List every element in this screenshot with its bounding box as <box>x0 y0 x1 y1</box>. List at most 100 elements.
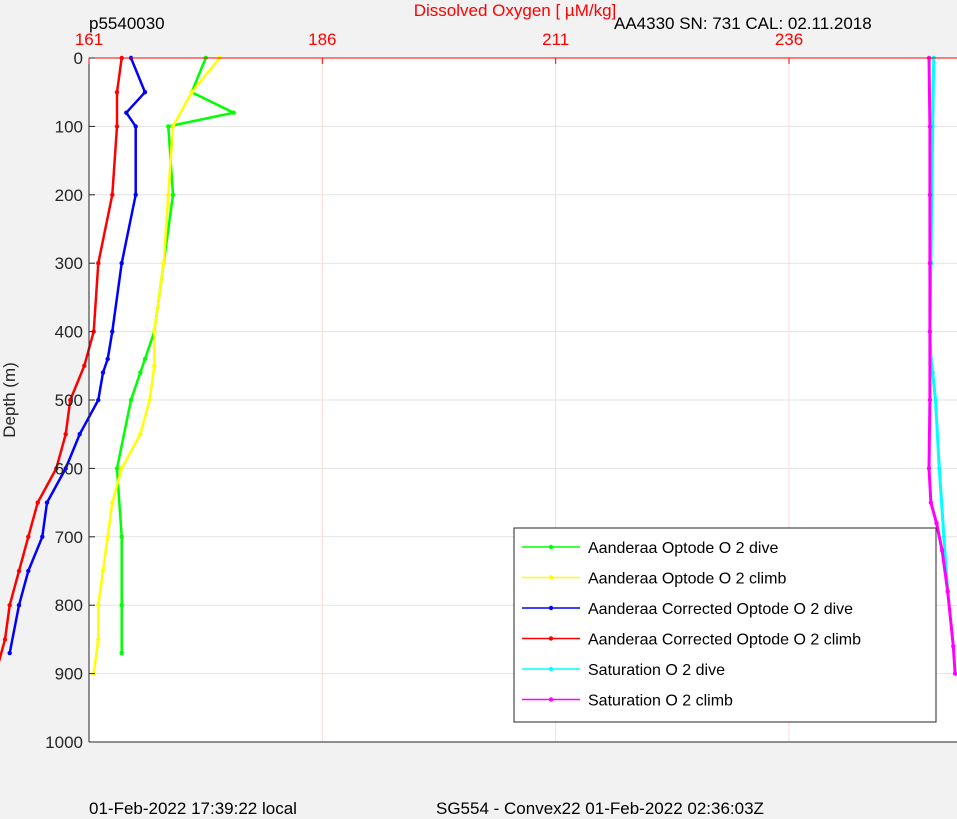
y-tick-label: 100 <box>55 117 83 136</box>
profile-id-label: p5540030 <box>89 14 165 33</box>
data-point <box>96 261 101 266</box>
data-point <box>110 329 115 334</box>
data-point <box>927 397 933 403</box>
y-tick-label: 200 <box>55 186 83 205</box>
mission-info-label: SG554 - Convex22 01-Feb-2022 02:36:03Z <box>436 799 764 818</box>
data-point <box>927 329 933 334</box>
legend-marker <box>548 575 554 580</box>
legend-label: Saturation O 2 dive <box>588 662 725 679</box>
data-point <box>166 124 171 129</box>
data-point <box>40 534 45 539</box>
data-point <box>927 124 933 129</box>
y-tick-label: 0 <box>74 49 83 68</box>
data-point <box>119 534 124 539</box>
local-time-label: 01-Feb-2022 17:39:22 local <box>89 799 297 818</box>
x-axis-title: Dissolved Oxygen [ µM/kg] <box>414 1 617 20</box>
series-line <box>115 57 235 654</box>
series-line <box>92 57 221 674</box>
data-point <box>927 192 933 197</box>
y-tick-label: 400 <box>55 323 83 342</box>
y-tick-label: 600 <box>55 459 83 478</box>
series-1 <box>91 55 222 676</box>
data-point <box>152 363 157 368</box>
data-point <box>44 500 50 505</box>
legend-label: Aanderaa Corrected Optode O 2 dive <box>588 601 853 618</box>
y-tick-label: 900 <box>55 665 83 684</box>
data-point <box>96 637 101 642</box>
data-point <box>142 90 148 95</box>
data-point <box>119 261 124 266</box>
data-point <box>927 261 933 266</box>
legend-label: Aanderaa Optode O 2 dive <box>588 540 778 557</box>
data-point <box>7 650 12 656</box>
data-point <box>68 397 73 403</box>
data-point <box>928 500 934 505</box>
data-point <box>138 370 143 375</box>
y-axis-title: Depth (m) <box>0 362 19 438</box>
legend-box <box>513 527 937 723</box>
data-point <box>926 466 932 471</box>
data-point <box>952 671 957 676</box>
data-point <box>138 432 143 437</box>
sensor-info-label: AA4330 SN: 731 CAL: 02.11.2018 <box>614 14 872 33</box>
y-tick-label: 800 <box>55 596 83 615</box>
data-point <box>189 90 194 95</box>
series-3 <box>0 55 124 663</box>
tick-layer: 0 100 200 300 400 500 600 700 800 900 1000 161 186 21… <box>45 30 803 752</box>
data-point <box>105 534 110 539</box>
data-point <box>54 466 59 471</box>
data-point <box>35 500 40 505</box>
data-point <box>161 261 166 266</box>
data-point <box>170 124 176 129</box>
legend-label: Aanderaa Corrected Optode O 2 climb <box>588 632 861 649</box>
data-point <box>110 500 115 505</box>
data-point <box>114 90 120 95</box>
data-point <box>105 356 110 362</box>
data-point <box>945 589 950 594</box>
legend-marker <box>548 666 554 672</box>
data-point <box>933 397 938 403</box>
data-point <box>147 397 152 403</box>
legend-marker <box>548 697 554 702</box>
data-point <box>26 534 31 539</box>
series-line <box>0 57 123 663</box>
data-point <box>16 603 22 608</box>
y-tick-label: 700 <box>55 528 83 547</box>
data-point <box>133 124 138 129</box>
data-point <box>96 603 101 608</box>
data-point <box>16 568 22 574</box>
x-tick-label: 211 <box>542 30 569 49</box>
data-point <box>100 370 106 375</box>
legend-label: Saturation O 2 climb <box>588 693 733 710</box>
legend-label: Aanderaa Optode O 2 climb <box>588 571 786 588</box>
data-point <box>231 110 236 115</box>
data-point <box>119 603 124 608</box>
data-point <box>2 637 8 642</box>
data-point <box>166 192 171 197</box>
data-point <box>133 192 138 197</box>
data-point <box>114 124 120 129</box>
data-point <box>142 356 148 362</box>
legend: Aanderaa Optode O 2 dive Aanderaa Optode … <box>513 527 937 723</box>
data-point <box>939 548 945 553</box>
data-point <box>114 466 120 471</box>
data-point <box>934 520 939 526</box>
data-point <box>119 466 124 471</box>
x-tick-label: 236 <box>775 30 803 49</box>
data-point <box>100 568 106 574</box>
data-point <box>128 397 134 403</box>
y-tick-label: 500 <box>55 391 83 410</box>
data-point <box>110 192 115 197</box>
data-point <box>82 363 87 368</box>
series-5 <box>926 55 957 676</box>
legend-marker <box>548 636 554 641</box>
data-point <box>63 432 68 437</box>
series-layer <box>0 55 957 676</box>
data-point <box>119 650 124 656</box>
data-point <box>77 432 82 437</box>
data-point <box>170 192 176 197</box>
data-point <box>63 466 68 471</box>
data-point <box>951 644 956 649</box>
y-tick-label: 1000 <box>45 733 83 752</box>
